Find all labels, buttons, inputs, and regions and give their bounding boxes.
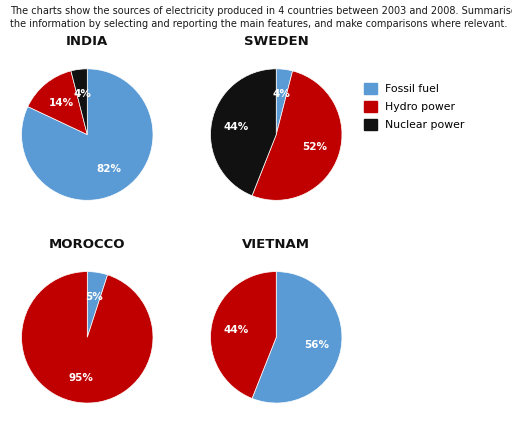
Text: 4%: 4% [73,89,91,99]
Wedge shape [252,71,342,200]
Wedge shape [22,69,153,200]
Wedge shape [28,71,87,135]
Wedge shape [252,272,342,403]
Wedge shape [87,272,108,337]
Text: 52%: 52% [303,142,328,152]
Text: 82%: 82% [97,164,122,174]
Wedge shape [22,272,153,403]
Title: MOROCCO: MOROCCO [49,238,125,251]
Text: 44%: 44% [224,122,249,132]
Wedge shape [210,272,276,399]
Text: 44%: 44% [224,325,249,335]
Text: 4%: 4% [272,89,290,99]
Title: INDIA: INDIA [66,36,109,48]
Wedge shape [71,69,87,135]
Text: 5%: 5% [85,292,102,302]
Legend: Fossil fuel, Hydro power, Nuclear power: Fossil fuel, Hydro power, Nuclear power [364,83,465,130]
Wedge shape [276,69,292,135]
Title: SWEDEN: SWEDEN [244,36,309,48]
Text: 56%: 56% [304,340,329,350]
Text: 14%: 14% [49,98,74,108]
Title: VIETNAM: VIETNAM [242,238,310,251]
Text: the information by selecting and reporting the main features, and make compariso: the information by selecting and reporti… [10,19,507,29]
Text: The charts show the sources of electricity produced in 4 countries between 2003 : The charts show the sources of electrici… [10,6,512,16]
Text: 95%: 95% [69,372,93,383]
Wedge shape [210,69,276,196]
